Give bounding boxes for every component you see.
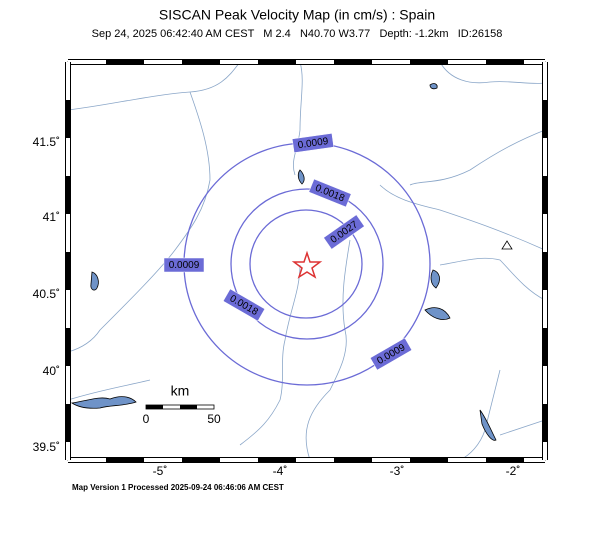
contour-label: 0.0009 <box>163 257 205 273</box>
footer: Map Version 1 Processed 2025-09-24 06:46… <box>72 483 284 492</box>
contour-label-box <box>369 337 413 371</box>
lon-label: -3˚ <box>390 464 405 478</box>
contour-label-text: 0.0009 <box>169 260 200 271</box>
title: SISCAN Peak Velocity Map (in cm/s) : Spa… <box>159 7 435 23</box>
lon-label: -4˚ <box>273 464 288 478</box>
lat-label: 41.5˚ <box>33 135 60 149</box>
rivers <box>67 61 546 461</box>
lat-label: 40˚ <box>43 364 60 378</box>
scale-start: 0 <box>143 412 150 426</box>
lon-label: -2˚ <box>506 464 521 478</box>
contour-label-box <box>291 133 335 153</box>
lat-label: 41˚ <box>43 210 60 224</box>
station <box>501 240 513 250</box>
contour-label-box <box>308 178 352 208</box>
contour-label-box <box>222 288 266 322</box>
subtitle: Sep 24, 2025 06:42:40 AM CEST M 2.4 N40.… <box>92 28 503 40</box>
lakes <box>70 83 497 441</box>
scale-unit: km <box>171 383 190 399</box>
scale-end: 50 <box>207 412 221 426</box>
scale-bar: km 0 50 <box>143 383 221 426</box>
contour-label-box <box>323 214 365 250</box>
lon-label: -5˚ <box>153 464 168 478</box>
lat-label: 40.5˚ <box>33 287 60 301</box>
contour-label: 0.0009 <box>291 133 335 153</box>
lat-label: 39.5˚ <box>33 440 60 454</box>
contour-label-text: 0.0009 <box>297 136 329 151</box>
contour-label-box <box>163 257 205 273</box>
map-frame <box>67 61 546 461</box>
epicenter <box>291 250 323 279</box>
